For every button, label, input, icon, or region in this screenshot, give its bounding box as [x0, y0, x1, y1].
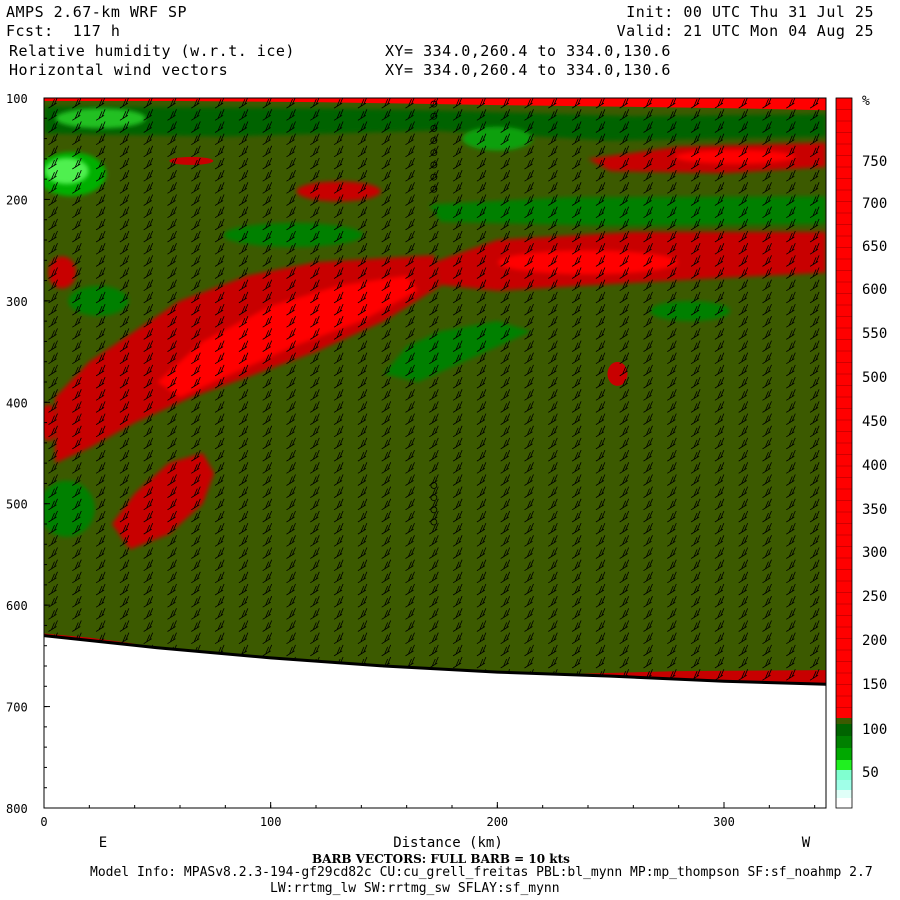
y-tick-label: 100	[6, 92, 28, 106]
x-tick-label: 0	[40, 815, 47, 829]
colorbar-segment	[836, 736, 852, 748]
model-info-line-1: Model Info: MPASv8.2.3-194-gf29cd82c CU:…	[90, 865, 873, 880]
colorbar-frame	[835, 97, 853, 809]
rh-red-blob-370	[607, 361, 628, 386]
calm-wind-circle	[430, 100, 438, 108]
cross-section-coords-1: XY= 334.0,260.4 to 334.0,130.6	[385, 42, 671, 60]
rh-red-patch-190	[296, 181, 381, 202]
wind-barb-glyphs	[48, 98, 820, 681]
wind-barbs	[48, 98, 820, 681]
calm-wind-circle	[430, 494, 438, 502]
colorbar-tick-label: 700	[862, 196, 887, 212]
y-tick-label: 300	[6, 295, 28, 309]
colorbar-tick-label: 250	[862, 589, 887, 605]
colorbar-tick-label: 100	[862, 722, 887, 738]
y-tick-label: 500	[6, 498, 28, 512]
colorbar-segment	[836, 760, 852, 770]
colorbar-tick-label: 750	[862, 154, 887, 170]
calm-wind-circle	[430, 125, 438, 132]
x-axis-title: Distance (km)	[393, 835, 503, 851]
model-title: AMPS 2.67-km WRF SP	[6, 3, 188, 21]
rh-green-band-210	[429, 196, 826, 226]
rh-green-patch-310	[650, 301, 730, 321]
colorbar-tick-label: 400	[862, 458, 887, 474]
y-tick-label: 600	[6, 599, 28, 613]
calm-wind-circle	[430, 518, 438, 526]
forecast-hour: Fcst: 117 h	[6, 22, 121, 40]
x-tick-label: 300	[713, 815, 735, 829]
colorbar-tick-label: 450	[862, 414, 887, 430]
colorbar-tick-label: 500	[862, 370, 887, 386]
calm-wind-circle	[430, 185, 438, 193]
colorbar-tick-label: 300	[862, 545, 887, 561]
cross-section-coords-2: XY= 334.0,260.4 to 334.0,130.6	[385, 61, 671, 79]
y-tick-label: 800	[6, 802, 28, 816]
colorbar-segment	[836, 798, 852, 808]
rh-contour-regions	[44, 98, 826, 685]
x-tick-label: 200	[486, 815, 508, 829]
calm-wind-circle	[430, 173, 438, 181]
rh-green-left-300	[68, 285, 129, 316]
colorbar-tick-label: 350	[862, 502, 887, 518]
calm-wind-circle	[430, 112, 438, 120]
colorbar-segment	[836, 770, 852, 780]
plot-frame	[43, 97, 827, 809]
right-end-label: W	[802, 835, 811, 851]
left-end-label: E	[99, 835, 107, 851]
colorbar-segment	[836, 718, 852, 724]
colorbar-tick-label: 550	[862, 326, 887, 342]
y-tick-label: 700	[6, 701, 28, 715]
y-tick-label: 400	[6, 396, 28, 410]
rh-bright-red-150	[675, 149, 796, 164]
model-info-line-2: LW:rrtmg_lw SW:rrtmg_sw SFLAY:sf_mynn	[270, 881, 560, 896]
colorbar-red-range	[836, 98, 852, 718]
calm-wind-circle	[430, 137, 438, 145]
calm-wind-circle	[430, 161, 438, 169]
colorbar-segment	[836, 790, 852, 798]
colorbar-segment	[836, 780, 852, 790]
rh-red-left-420	[44, 404, 59, 441]
rh-red-lower-lobe	[112, 453, 214, 550]
field-name: Relative humidity (w.r.t. ice)	[9, 42, 295, 60]
calm-wind-circle	[430, 482, 438, 489]
rh-small-red-left	[169, 156, 214, 165]
init-time: Init: 00 UTC Thu 31 Jul 25	[626, 3, 874, 21]
rh-light-green-upper	[55, 108, 146, 129]
rh-green-lower-left	[44, 480, 95, 537]
colorbar-tick-label: 50	[862, 765, 879, 781]
terrain-surface-line	[43, 634, 827, 686]
rh-top-band	[44, 98, 826, 111]
rh-green-lobe-350	[384, 321, 532, 382]
rh-red-left-270	[48, 256, 77, 289]
y-tick-label: 200	[6, 193, 28, 207]
rh-lightgreen-left-175	[44, 158, 89, 185]
x-tick-label: 100	[260, 815, 282, 829]
colorbar-tick-label: 200	[862, 633, 887, 649]
rh-green-patch-140	[462, 126, 533, 151]
colorbar-segment	[836, 724, 852, 736]
calm-wind-circle	[430, 149, 438, 157]
barb-legend: BARB VECTORS: FULL BARB = 10 kts	[312, 852, 570, 866]
colorbar-tick-label: 650	[862, 239, 887, 255]
vector-name: Horizontal wind vectors	[9, 61, 229, 79]
colorbar-tick-label: 600	[862, 282, 887, 298]
colorbar-unit: %	[862, 94, 870, 109]
rh-bright-red-plume	[157, 275, 419, 398]
rh-green-band-235	[223, 222, 364, 247]
colorbar-tick-label: 150	[862, 677, 887, 693]
rh-bright-red-260	[498, 250, 678, 275]
valid-time: Valid: 21 UTC Mon 04 Aug 25	[616, 22, 874, 40]
calm-wind-circle	[430, 506, 438, 514]
colorbar-segment	[836, 748, 852, 760]
